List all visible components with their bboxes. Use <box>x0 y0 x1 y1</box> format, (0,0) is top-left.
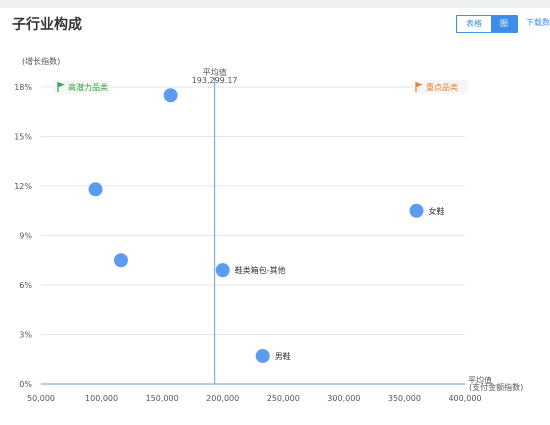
data-point-label: 男鞋 <box>275 351 291 361</box>
data-point[interactable] <box>409 203 424 218</box>
x-ticks: 50,000 100,000 150,000 200,000 250,000 300,00… <box>27 394 482 403</box>
average-x-value: 193,299.17 <box>192 76 238 85</box>
flag-icon <box>57 82 65 92</box>
y-tick-label: 18% <box>14 83 32 92</box>
quadrant-label-key: 重点品类 <box>412 80 468 94</box>
x-tick-label: 300,000 <box>327 394 360 403</box>
flag-cloth <box>416 82 423 87</box>
quadrant-label-key-bg <box>412 80 468 94</box>
x-tick-label: 250,000 <box>267 394 300 403</box>
table-view-button[interactable]: 表格 <box>457 16 491 32</box>
download-data-link[interactable]: 下载数据 <box>526 18 550 27</box>
data-point[interactable] <box>113 253 128 268</box>
x-tick-label: 150,000 <box>146 394 179 403</box>
quadrant-labels: 高潜力品类 重点品类 <box>54 80 468 94</box>
data-point-label: 女鞋 <box>429 206 445 216</box>
data-point-label: 鞋类箱包-其他 <box>235 265 286 275</box>
y-axis-label: (增长指数) <box>22 56 60 66</box>
y-tick-label: 3% <box>19 331 32 340</box>
x-tick-label: 50,000 <box>27 394 55 403</box>
x-tick-label: 400,000 <box>448 394 481 403</box>
average-x-label: 平均值 <box>203 67 227 77</box>
data-point[interactable] <box>255 348 270 363</box>
y-tick-label: 15% <box>14 133 32 142</box>
quadrant-label-high-potential: 高潜力品类 <box>54 80 110 94</box>
x-tick-label: 200,000 <box>206 394 239 403</box>
quadrant-label-high-potential-text: 高潜力品类 <box>68 82 108 92</box>
y-tick-label: 12% <box>14 182 32 191</box>
flag-cloth <box>58 82 65 87</box>
quadrant-label-key-text: 重点品类 <box>426 82 458 92</box>
grid <box>41 86 465 335</box>
x-tick-label: 100,000 <box>85 394 118 403</box>
chart-view-button[interactable]: 图 <box>491 16 517 32</box>
y-tick-label: 9% <box>19 232 32 241</box>
data-point[interactable] <box>163 88 178 103</box>
x-axis-label: (支付金额指数) <box>469 382 523 392</box>
x-tick-label: 350,000 <box>388 394 421 403</box>
average-y-label: 平均值 <box>468 375 492 385</box>
view-toggle: 表格 图 <box>456 15 518 33</box>
data-point[interactable] <box>88 182 103 197</box>
quadrant-label-high-potential-bg <box>54 80 110 94</box>
y-tick-label: 0% <box>19 380 32 389</box>
y-tick-label: 6% <box>19 281 32 290</box>
data-point[interactable] <box>215 263 230 278</box>
page-title: 子行业构成 <box>12 17 82 33</box>
y-ticks: 0% 3% 6% 9% 12% 15% 18% <box>14 83 32 389</box>
panel <box>0 8 550 425</box>
flag-icon <box>415 82 423 92</box>
